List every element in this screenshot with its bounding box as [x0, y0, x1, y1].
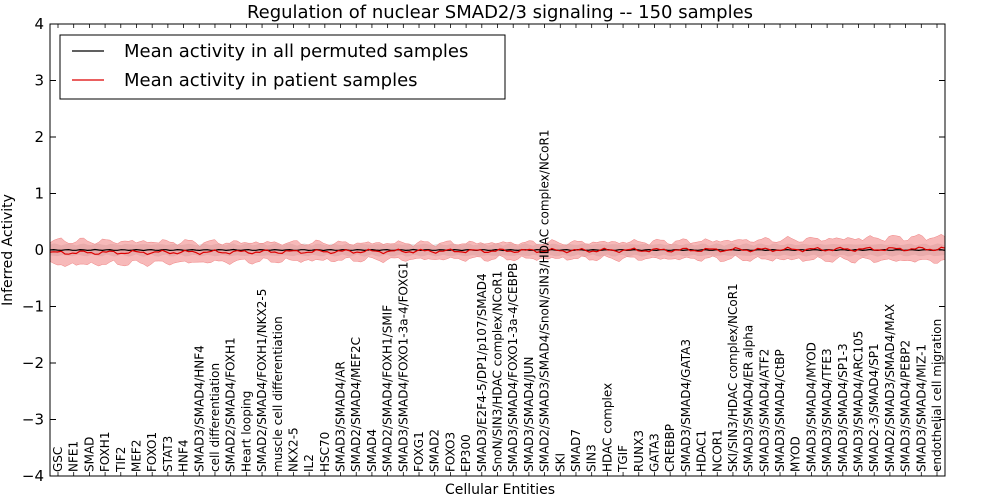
y-axis-label: Inferred Activity [0, 194, 16, 306]
legend-entry-label: Mean activity in all permuted samples [124, 41, 468, 62]
entity-tick-label: MYOD [789, 436, 803, 472]
entity-tick-label: SMAD3/SMAD4/AR [334, 361, 348, 472]
entity-tick-label: HDAC1 [695, 430, 709, 472]
entity-tick-label: EP300 [459, 434, 473, 472]
entity-tick-label: SMAD2/SMAD4/FOXH1/SMIF [381, 305, 395, 472]
entity-tick-label: FOXG1 [412, 431, 426, 472]
entity-tick-label: FOXH1 [98, 432, 112, 472]
entity-tick-label: SMAD3/SMAD4/ATF2 [757, 349, 771, 472]
y-tick-label: 3 [34, 72, 44, 90]
entity-tick-label: SMAD2/SMAD3/SMAD4/MAX [883, 304, 897, 472]
entity-tick-label: SMAD3/SMAD4/SP1-3 [836, 343, 850, 472]
y-tick-label: 4 [34, 15, 44, 33]
plot-area [50, 233, 945, 267]
entity-tick-label: HDAC complex [600, 383, 614, 472]
entity-tick-label: SMAD2/SMAD4/FOXH1 [224, 337, 238, 472]
entity-tick-label: SnoN/SIN3/HDAC complex/NCoR1 [491, 271, 505, 472]
entity-tick-label: HNF4 [177, 439, 191, 472]
entity-tick-label: SMAD3/SMAD4/ER alpha [742, 325, 756, 472]
entity-tick-label: IL2 [302, 454, 316, 472]
entity-tick-label: SMAD7 [569, 429, 583, 472]
entity-tick-label: endothelial cell migration [930, 319, 944, 472]
entity-tick-label: MEF2 [129, 440, 143, 472]
entity-tick-label: NCOR1 [710, 429, 724, 472]
legend: Mean activity in all permuted samples Mea… [59, 34, 506, 100]
entity-tick-label: TGIF [616, 445, 630, 473]
entity-tick-label: SMAD3/SMAD4/MIZ-1 [914, 344, 928, 472]
y-tick-label: 1 [34, 185, 44, 203]
entity-tick-label: SMAD3/SMAD4/ARC105 [852, 331, 866, 472]
entity-tick-label: SMAD3/E2F4-5/DP1/p107/SMAD4 [475, 273, 489, 472]
y-tick-label: −1 [22, 298, 44, 316]
chart-title: Regulation of nuclear SMAD2/3 signaling … [247, 2, 753, 23]
entity-tick-label: Heart looping [239, 391, 253, 472]
entity-tick-label: TIF2 [114, 447, 128, 473]
entity-tick-label: SMAD2 [428, 429, 442, 472]
entity-tick-label: muscle cell differentiation [271, 316, 285, 472]
entity-tick-label: GSC [51, 447, 65, 472]
entity-tick-label: SMAD3/SMAD4/FOXO1-3a-4/FOXG1 [396, 262, 410, 472]
entity-tick-label: SMAD3/SMAD4/JUN [522, 357, 536, 473]
entity-tick-label: SMAD2/SMAD4/MEF2C [349, 337, 363, 472]
entity-tick-label: GATA3 [647, 433, 661, 472]
entity-tick-label: RUNX3 [632, 430, 646, 472]
entity-tick-label: SMAD2/SMAD3/SMAD4/SnoN/SIN3/HDAC complex… [538, 130, 552, 473]
entity-tick-label: NFE1 [67, 441, 81, 472]
entity-tick-label: SMAD3/SMAD4/CtBP [773, 349, 787, 472]
entity-tick-label: SKI [553, 453, 567, 472]
entity-tick-label: SMAD3/SMAD4/HNF4 [192, 345, 206, 472]
entity-tick-label: SMAD4 [365, 429, 379, 472]
entity-tick-label: SMAD2/SMAD4/FOXH1/NKX2-5 [255, 289, 269, 472]
entity-tick-label: SMAD3/SMAD4/TFE3 [820, 348, 834, 472]
y-tick-label: −4 [22, 467, 44, 485]
entity-tick-label: SMAD3/SMAD4/FOXO1-3a-4/CEBPB [506, 263, 520, 472]
y-tick-label: −3 [22, 411, 44, 429]
x-axis-label: Cellular Entities [445, 482, 555, 498]
legend-entry-label: Mean activity in patient samples [124, 70, 418, 91]
patient-mean-line [50, 246, 945, 256]
entity-tick-label: NKX2-5 [286, 427, 300, 472]
entity-tick-label: SMAD [82, 437, 96, 472]
entity-tick-label: cell differentiation [208, 363, 222, 472]
entity-tick-label: SMAD3/SMAD4/PEBP2 [899, 340, 913, 472]
entity-tick-label: HSC70 [318, 432, 332, 472]
entity-tick-label: SMAD3/SMAD4/GATA3 [679, 339, 693, 472]
y-tick-label: −2 [22, 354, 44, 372]
entity-tick-label: SIN3 [585, 444, 599, 472]
entity-tick-label: FOXO1 [145, 432, 159, 472]
entity-tick-label: SMAD2-3/SMAD4/SP1 [867, 343, 881, 472]
y-tick-label: 2 [34, 128, 44, 146]
entity-tick-label: CREBBP [663, 424, 677, 472]
entity-tick-label: SKI/SIN3/HDAC complex/NCoR1 [726, 283, 740, 472]
y-tick-label: 0 [34, 241, 44, 259]
entity-tick-label: STAT3 [161, 436, 175, 472]
entity-tick-label: SMAD3/SMAD4/MYOD [804, 342, 818, 472]
legend-box [59, 34, 506, 100]
entity-tick-label: FOXO3 [443, 432, 457, 472]
